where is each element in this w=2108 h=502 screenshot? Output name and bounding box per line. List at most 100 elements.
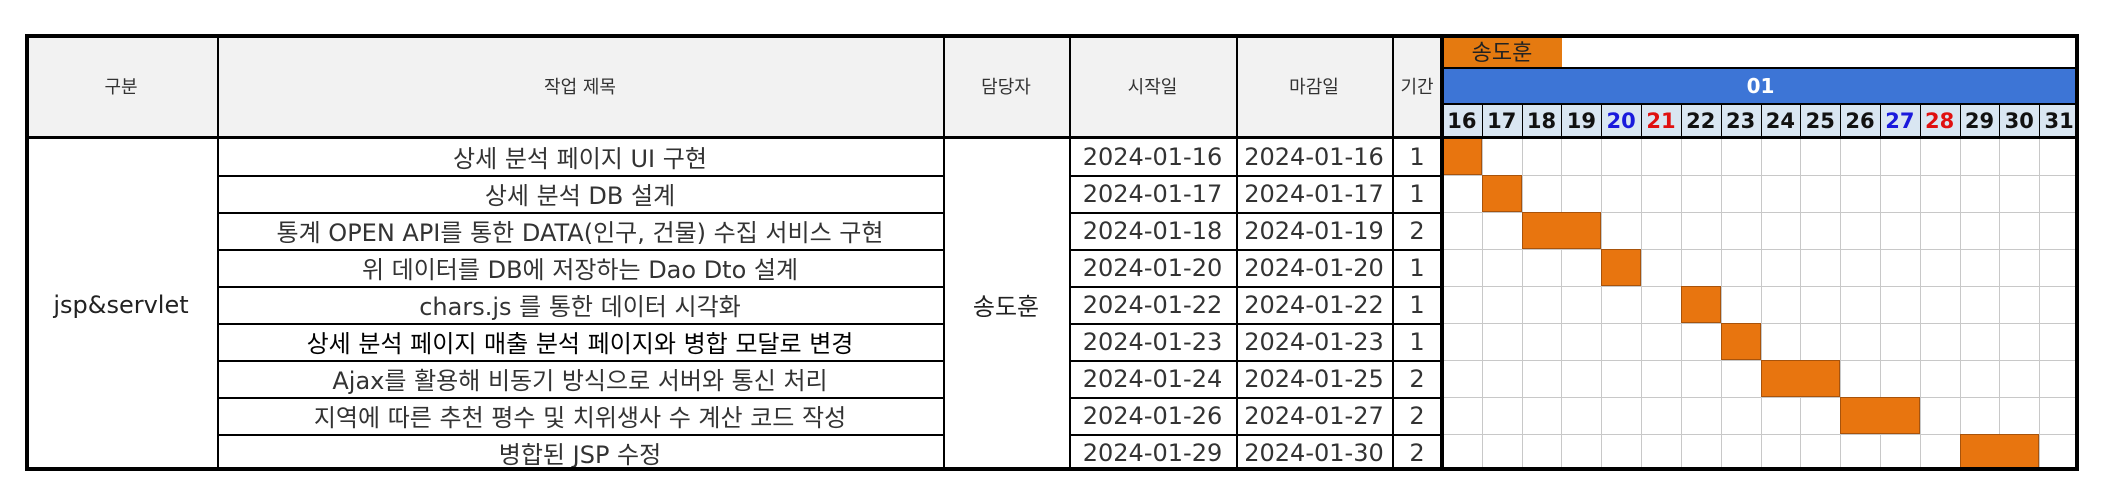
grid-line — [1641, 138, 1643, 471]
gantt-day-26: 26 — [1845, 109, 1875, 133]
task-duration: 1 — [1409, 327, 1425, 356]
grid-line — [1442, 434, 2079, 435]
row-divider — [1069, 212, 1442, 214]
row-divider — [217, 175, 943, 177]
gantt-day-23: 23 — [1725, 109, 1756, 133]
grid-line — [1442, 286, 2079, 287]
task-title: 통계 OPEN API를 통한 DATA(인구, 건물) 수집 서비스 구현 — [276, 219, 884, 247]
row-divider — [1069, 175, 1442, 177]
task-start-date: 2024-01-17 — [1082, 179, 1223, 208]
duration-column: 1 1 2 1 1 1 2 2 2 — [1392, 138, 1442, 471]
gantt-day-16: 16 — [1447, 109, 1477, 133]
gantt-day-18: 18 — [1526, 109, 1557, 133]
table-border-bottom — [25, 467, 2079, 471]
header-duration: 기간 — [1392, 34, 1442, 138]
task-start-date: 2024-01-24 — [1082, 364, 1223, 393]
task-duration: 1 — [1409, 290, 1425, 319]
gantt-day-divider — [1919, 104, 1921, 138]
gantt-month-header: 01 — [1442, 68, 2079, 104]
column-divider — [1392, 34, 1394, 471]
due-date-column: 2024-01-16 2024-01-17 2024-01-19 2024-01-20… — [1236, 138, 1392, 471]
task-title: Ajax를 활용해 비동기 방식으로 서버와 통신 처리 — [332, 367, 828, 395]
gantt-day-28: 28 — [1925, 109, 1955, 133]
column-divider — [1440, 34, 1444, 471]
task-start-date: 2024-01-16 — [1082, 142, 1223, 171]
task-start-date: 2024-01-26 — [1082, 401, 1223, 430]
gantt-day-divider — [1680, 104, 1682, 138]
grid-line — [1521, 138, 1523, 471]
task-title: 지역에 따른 추천 평수 및 치위생사 수 계산 코드 작성 — [313, 404, 847, 432]
gantt-day-22: 22 — [1686, 109, 1716, 133]
gantt-day-17: 17 — [1487, 109, 1517, 133]
gantt-day-divider — [1481, 104, 1483, 138]
gantt-day-divider — [1561, 104, 1563, 138]
row-divider — [1069, 286, 1442, 288]
task-due-date: 2024-01-17 — [1244, 179, 1384, 208]
header-task-title: 작업 제목 — [217, 34, 943, 138]
task-start-date: 2024-01-23 — [1082, 327, 1223, 356]
grid-line — [1760, 138, 1762, 471]
grid-line — [1561, 138, 1563, 471]
grid-line — [1720, 138, 1722, 471]
gantt-day-24: 24 — [1765, 109, 1796, 133]
gantt-day-divider — [1800, 104, 1802, 138]
table-border-right — [2075, 34, 2079, 471]
gantt-day-20: 20 — [1606, 109, 1636, 133]
row-divider — [1069, 249, 1442, 251]
row-divider — [1069, 360, 1442, 362]
task-start-date: 2024-01-18 — [1082, 216, 1223, 245]
grid-line — [1800, 138, 1802, 471]
grid-line — [1601, 138, 1603, 471]
row-divider — [217, 323, 943, 325]
column-divider — [1236, 34, 1238, 471]
gantt-day-30: 30 — [2004, 109, 2034, 133]
row-divider — [217, 212, 943, 214]
task-title: 상세 분석 DB 설계 — [484, 182, 676, 210]
row-divider — [217, 434, 943, 436]
gantt-bar — [1720, 323, 1761, 360]
gantt-bar — [1442, 138, 1482, 175]
grid-line — [1919, 138, 1921, 471]
task-start-date: 2024-01-22 — [1082, 290, 1223, 319]
task-title: 위 데이터를 DB에 저장하는 Dao Dto 설계 — [361, 256, 799, 284]
gantt-day-divider — [1641, 104, 1643, 138]
category-cell: jsp&servlet — [53, 290, 189, 319]
task-duration: 2 — [1409, 364, 1425, 393]
task-duration: 2 — [1409, 401, 1425, 430]
task-due-date: 2024-01-30 — [1244, 438, 1384, 467]
gantt-day-27: 27 — [1885, 109, 1915, 133]
task-title: chars.js 를 통한 데이터 시각화 — [419, 293, 741, 321]
task-duration: 1 — [1409, 179, 1425, 208]
task-title: 상세 분석 페이지 UI 구현 — [453, 145, 707, 173]
gantt-header-divider — [1442, 67, 2079, 69]
task-title: 병합된 JSP 수정 — [498, 441, 662, 469]
task-duration: 2 — [1409, 438, 1425, 467]
grid-line — [1442, 323, 2079, 324]
task-due-date: 2024-01-20 — [1244, 253, 1384, 282]
task-title: 상세 분석 페이지 매출 분석 페이지와 병합 모달로 변경 — [306, 330, 854, 358]
gantt-day-divider — [1959, 104, 1961, 138]
gantt-day-25: 25 — [1805, 109, 1835, 133]
row-divider — [217, 249, 943, 251]
assignee-cell: 송도훈 — [972, 293, 1040, 321]
grid-line — [1481, 138, 1483, 471]
gantt-day-divider — [1521, 104, 1523, 138]
gantt-owner-label: 송도훈 — [1442, 34, 1562, 68]
header-category: 구분 — [25, 34, 217, 138]
grid-line — [1442, 397, 2079, 398]
task-due-date: 2024-01-19 — [1244, 216, 1384, 245]
task-duration: 1 — [1409, 253, 1425, 282]
gantt-bar — [1481, 175, 1522, 212]
column-divider — [217, 34, 219, 471]
grid-line — [1442, 212, 2079, 213]
gantt-bar — [1521, 212, 1602, 249]
gantt-day-31: 31 — [2044, 109, 2074, 133]
gantt-day-21: 21 — [1646, 109, 1676, 133]
task-duration: 1 — [1409, 142, 1425, 171]
task-due-date: 2024-01-27 — [1244, 401, 1384, 430]
gantt-day-divider — [1840, 104, 1842, 138]
gantt-day-divider — [1999, 104, 2001, 138]
grid-line — [1879, 138, 1881, 471]
column-divider — [1069, 34, 1071, 471]
